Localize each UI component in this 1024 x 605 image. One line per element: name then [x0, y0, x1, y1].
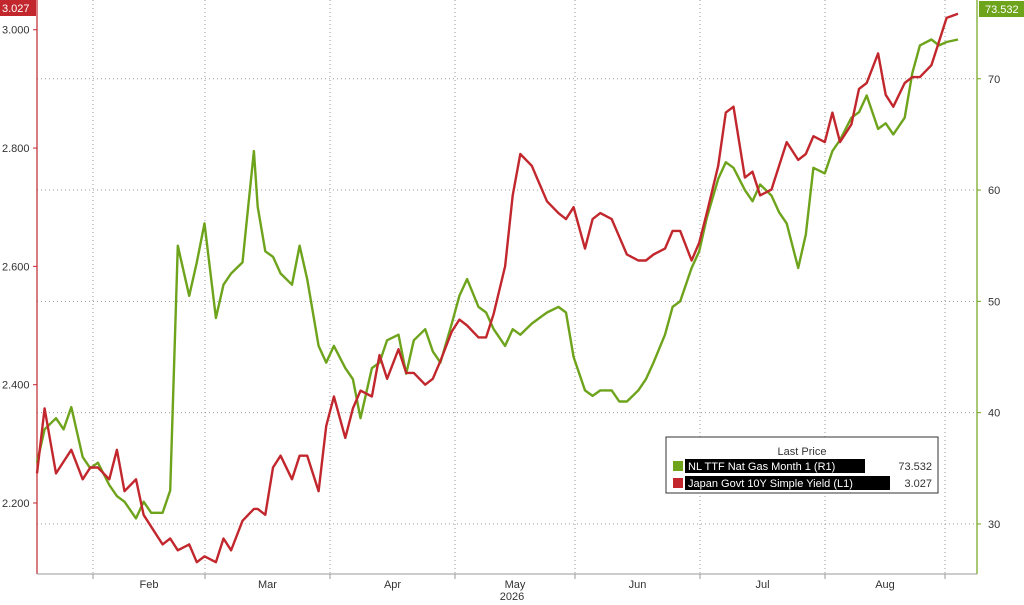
x-tick-label: May	[505, 579, 526, 591]
series-lines	[35, 12, 959, 564]
grid	[37, 0, 977, 574]
series-line-nl-ttf-gas	[35, 38, 959, 520]
right-tick-label: 40	[988, 408, 1000, 420]
legend-label-bg-jgb	[685, 476, 890, 490]
legend-title: Last Price	[778, 446, 827, 458]
left-tick-label: 2.200	[2, 498, 30, 510]
left-last-value-badge	[0, 0, 36, 16]
legend-label-bg-gas	[685, 459, 865, 473]
right-tick-label: 30	[988, 519, 1000, 531]
left-tick-label: 2.800	[2, 143, 30, 155]
x-tick-label: Apr	[384, 579, 401, 591]
right-last-value-text: 73.532	[985, 4, 1019, 16]
left-last-value-text: 3.027	[2, 3, 30, 15]
legend-swatch-gas	[673, 461, 683, 471]
left-tick-label: 2.600	[2, 261, 30, 273]
left-axis-ticks: 2.200 2.400 2.600 2.800 3.000	[2, 25, 37, 510]
right-tick-label: 60	[988, 185, 1000, 197]
x-axis-year-label: 2026	[500, 591, 524, 603]
right-tick-label: 70	[988, 74, 1000, 86]
right-last-value-badge	[979, 1, 1024, 17]
legend-value-jgb: 3.027	[904, 478, 932, 490]
legend-label-gas: NL TTF Nat Gas Month 1 (R1)	[688, 461, 835, 473]
x-tick-label: Mar	[258, 579, 277, 591]
x-axis-ticks: Feb Mar Apr May Jun Jul Aug	[92, 574, 946, 591]
right-axis-ticks: 30 40 50 60 70	[977, 74, 1000, 531]
legend-swatch-jgb	[673, 478, 683, 488]
x-tick-label: Jul	[755, 579, 769, 591]
right-tick-label: 50	[988, 296, 1000, 308]
legend-label-jgb: Japan Govt 10Y Simple Yield (L1)	[688, 478, 853, 490]
left-tick-label: 3.000	[2, 25, 30, 37]
series-line-japan-10y	[35, 12, 959, 564]
x-tick-label: Feb	[140, 579, 159, 591]
x-tick-label: Aug	[875, 579, 895, 591]
legend: Last Price NL TTF Nat Gas Month 1 (R1) 7…	[665, 436, 939, 494]
left-tick-label: 2.400	[2, 380, 30, 392]
legend-value-gas: 73.532	[898, 461, 932, 473]
last-value-badges: 3.027 73.532	[0, 0, 1024, 17]
x-tick-label: Jun	[629, 579, 647, 591]
